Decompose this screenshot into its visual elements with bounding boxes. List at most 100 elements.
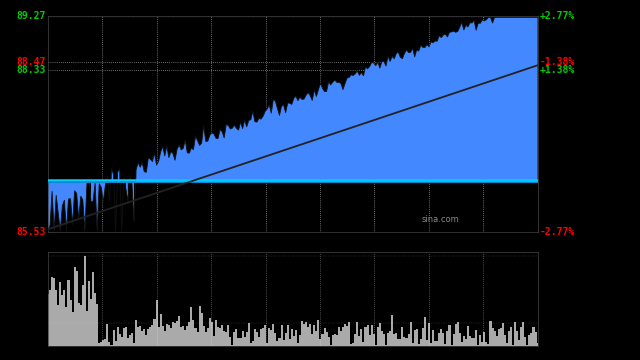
Bar <box>297 343 299 346</box>
Bar <box>379 323 381 346</box>
Bar <box>63 290 65 346</box>
Bar <box>156 300 157 346</box>
Bar <box>159 314 162 346</box>
Bar <box>383 334 385 346</box>
Bar <box>365 327 367 346</box>
Bar <box>352 343 355 346</box>
Bar <box>186 326 188 346</box>
Bar <box>416 329 418 346</box>
Bar <box>76 271 77 346</box>
Bar <box>324 328 326 346</box>
Bar <box>143 329 145 346</box>
Bar <box>108 342 111 346</box>
Bar <box>452 334 454 346</box>
Bar <box>246 332 248 346</box>
Bar <box>125 327 127 346</box>
Bar <box>74 266 76 346</box>
Bar <box>498 329 500 346</box>
Bar <box>135 320 137 346</box>
Bar <box>529 335 531 346</box>
Bar <box>514 322 516 346</box>
Bar <box>536 343 539 346</box>
Bar <box>316 331 317 346</box>
Bar <box>252 341 254 346</box>
Bar <box>225 332 227 346</box>
Bar <box>88 281 90 346</box>
Bar <box>393 333 396 346</box>
Bar <box>459 333 461 346</box>
Bar <box>264 325 266 346</box>
Bar <box>131 333 133 346</box>
Bar <box>522 322 524 346</box>
Bar <box>403 337 406 346</box>
Bar <box>219 328 221 346</box>
Bar <box>510 327 512 346</box>
Bar <box>319 339 321 346</box>
Bar <box>115 341 116 346</box>
Bar <box>534 332 536 346</box>
Bar <box>291 329 293 346</box>
Bar <box>301 321 303 346</box>
Bar <box>184 330 186 346</box>
Bar <box>102 339 104 346</box>
Bar <box>502 323 504 346</box>
Bar <box>172 322 174 346</box>
Bar <box>330 345 332 346</box>
Bar <box>531 333 532 346</box>
Bar <box>457 322 459 346</box>
Bar <box>200 313 203 346</box>
Bar <box>174 323 176 346</box>
Bar <box>396 333 397 346</box>
Bar <box>303 324 305 346</box>
Bar <box>371 325 372 346</box>
Bar <box>96 303 98 346</box>
Bar <box>272 324 275 346</box>
Bar <box>223 331 225 346</box>
Bar <box>391 315 393 346</box>
Bar <box>463 336 465 346</box>
Bar <box>123 328 125 346</box>
Bar <box>193 320 195 346</box>
Bar <box>377 327 379 346</box>
Bar <box>280 324 282 346</box>
Bar <box>250 343 252 346</box>
Text: +2.77%: +2.77% <box>540 11 575 21</box>
Bar <box>526 345 529 346</box>
Bar <box>221 325 223 346</box>
Bar <box>495 336 498 346</box>
Bar <box>424 317 426 346</box>
Bar <box>420 339 422 346</box>
Bar <box>422 328 424 346</box>
Bar <box>268 328 270 346</box>
Bar <box>305 322 307 346</box>
Bar <box>258 337 260 346</box>
Bar <box>389 331 391 346</box>
Text: 88.47: 88.47 <box>16 57 45 67</box>
Bar <box>309 324 311 346</box>
Bar <box>520 327 522 346</box>
Bar <box>410 322 412 346</box>
Bar <box>254 329 256 346</box>
Bar <box>451 345 452 346</box>
Bar <box>207 328 209 346</box>
Text: 85.53: 85.53 <box>16 227 45 237</box>
Bar <box>51 277 53 346</box>
Bar <box>141 331 143 346</box>
Bar <box>209 318 211 346</box>
Bar <box>190 306 193 346</box>
Bar <box>227 325 229 346</box>
Bar <box>203 325 205 346</box>
Bar <box>70 300 72 346</box>
Bar <box>213 336 215 346</box>
Bar <box>418 344 420 346</box>
Bar <box>287 325 289 346</box>
Bar <box>154 319 156 346</box>
Bar <box>428 323 430 346</box>
Bar <box>397 339 399 346</box>
Bar <box>346 327 348 346</box>
Bar <box>118 334 121 346</box>
Bar <box>180 327 182 346</box>
Bar <box>198 306 200 346</box>
Bar <box>473 338 475 346</box>
Bar <box>328 337 330 346</box>
